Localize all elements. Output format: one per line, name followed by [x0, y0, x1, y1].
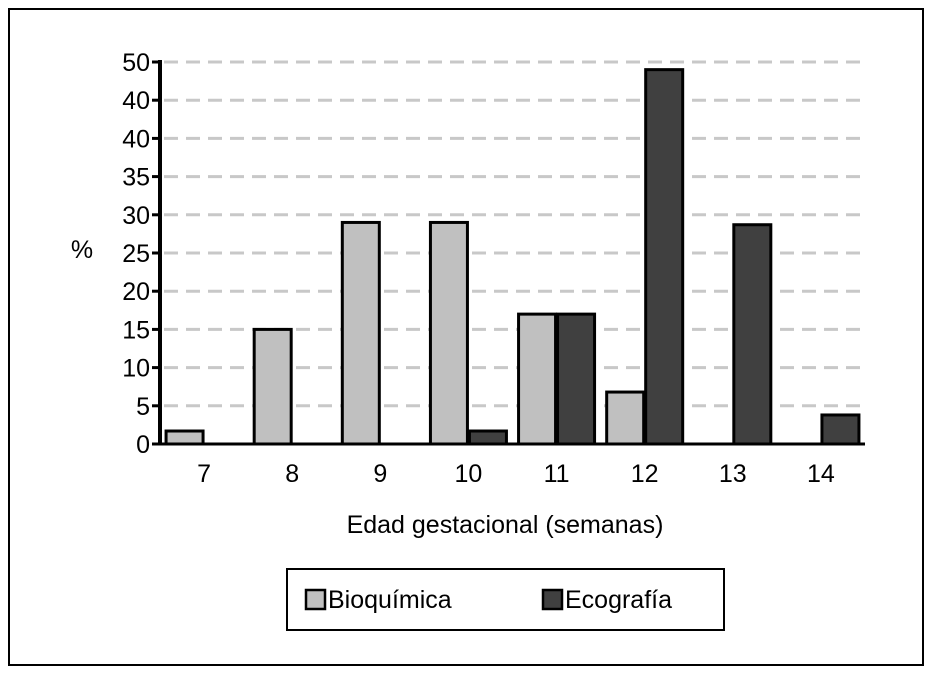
legend-label: Bioquímica: [328, 586, 452, 614]
y-axis-label: %: [71, 236, 93, 264]
chart-frame: [8, 8, 924, 666]
y-tick-label: 20: [122, 278, 150, 306]
x-tick-label: 11: [544, 460, 570, 488]
bar-ecografía: [556, 312, 597, 446]
bar-bioquímica: [164, 429, 205, 446]
y-tick-label: 30: [122, 202, 150, 230]
bar-ecografía: [732, 223, 773, 446]
x-axis-label: Edad gestacional (semanas): [347, 511, 664, 539]
bar-bioquímica: [517, 312, 558, 446]
y-tick-label: 25: [122, 240, 150, 268]
legend-swatch-bioquímica: [304, 588, 327, 611]
y-tick-label: 40: [122, 125, 150, 153]
y-tick-label: 50: [122, 49, 150, 77]
x-tick-label: 14: [807, 460, 835, 488]
bar-ecografía: [467, 429, 508, 446]
y-tick-label: 10: [122, 355, 150, 383]
bar-ecografía: [644, 68, 685, 446]
y-tick-label: 5: [136, 393, 150, 421]
bar-bioquímica: [340, 220, 381, 446]
bar-bioquímica: [428, 220, 469, 446]
x-tick-label: 9: [373, 460, 387, 488]
bar-bioquímica: [605, 390, 646, 446]
bar-ecografía: [820, 413, 861, 446]
y-tick-label: 15: [122, 316, 150, 344]
x-tick-label: 8: [285, 460, 299, 488]
y-tick-label: 40: [122, 87, 150, 115]
bar-bioquímica: [252, 327, 293, 446]
x-tick-label: 12: [631, 460, 659, 488]
x-tick-label: 13: [719, 460, 747, 488]
legend: [286, 568, 725, 631]
x-tick-label: 10: [455, 460, 483, 488]
y-tick-label: 35: [122, 164, 150, 192]
legend-swatch-ecografía: [541, 588, 564, 611]
x-tick-label: 7: [197, 460, 211, 488]
legend-label: Ecografía: [565, 586, 672, 614]
y-tick-label: 0: [136, 431, 150, 459]
